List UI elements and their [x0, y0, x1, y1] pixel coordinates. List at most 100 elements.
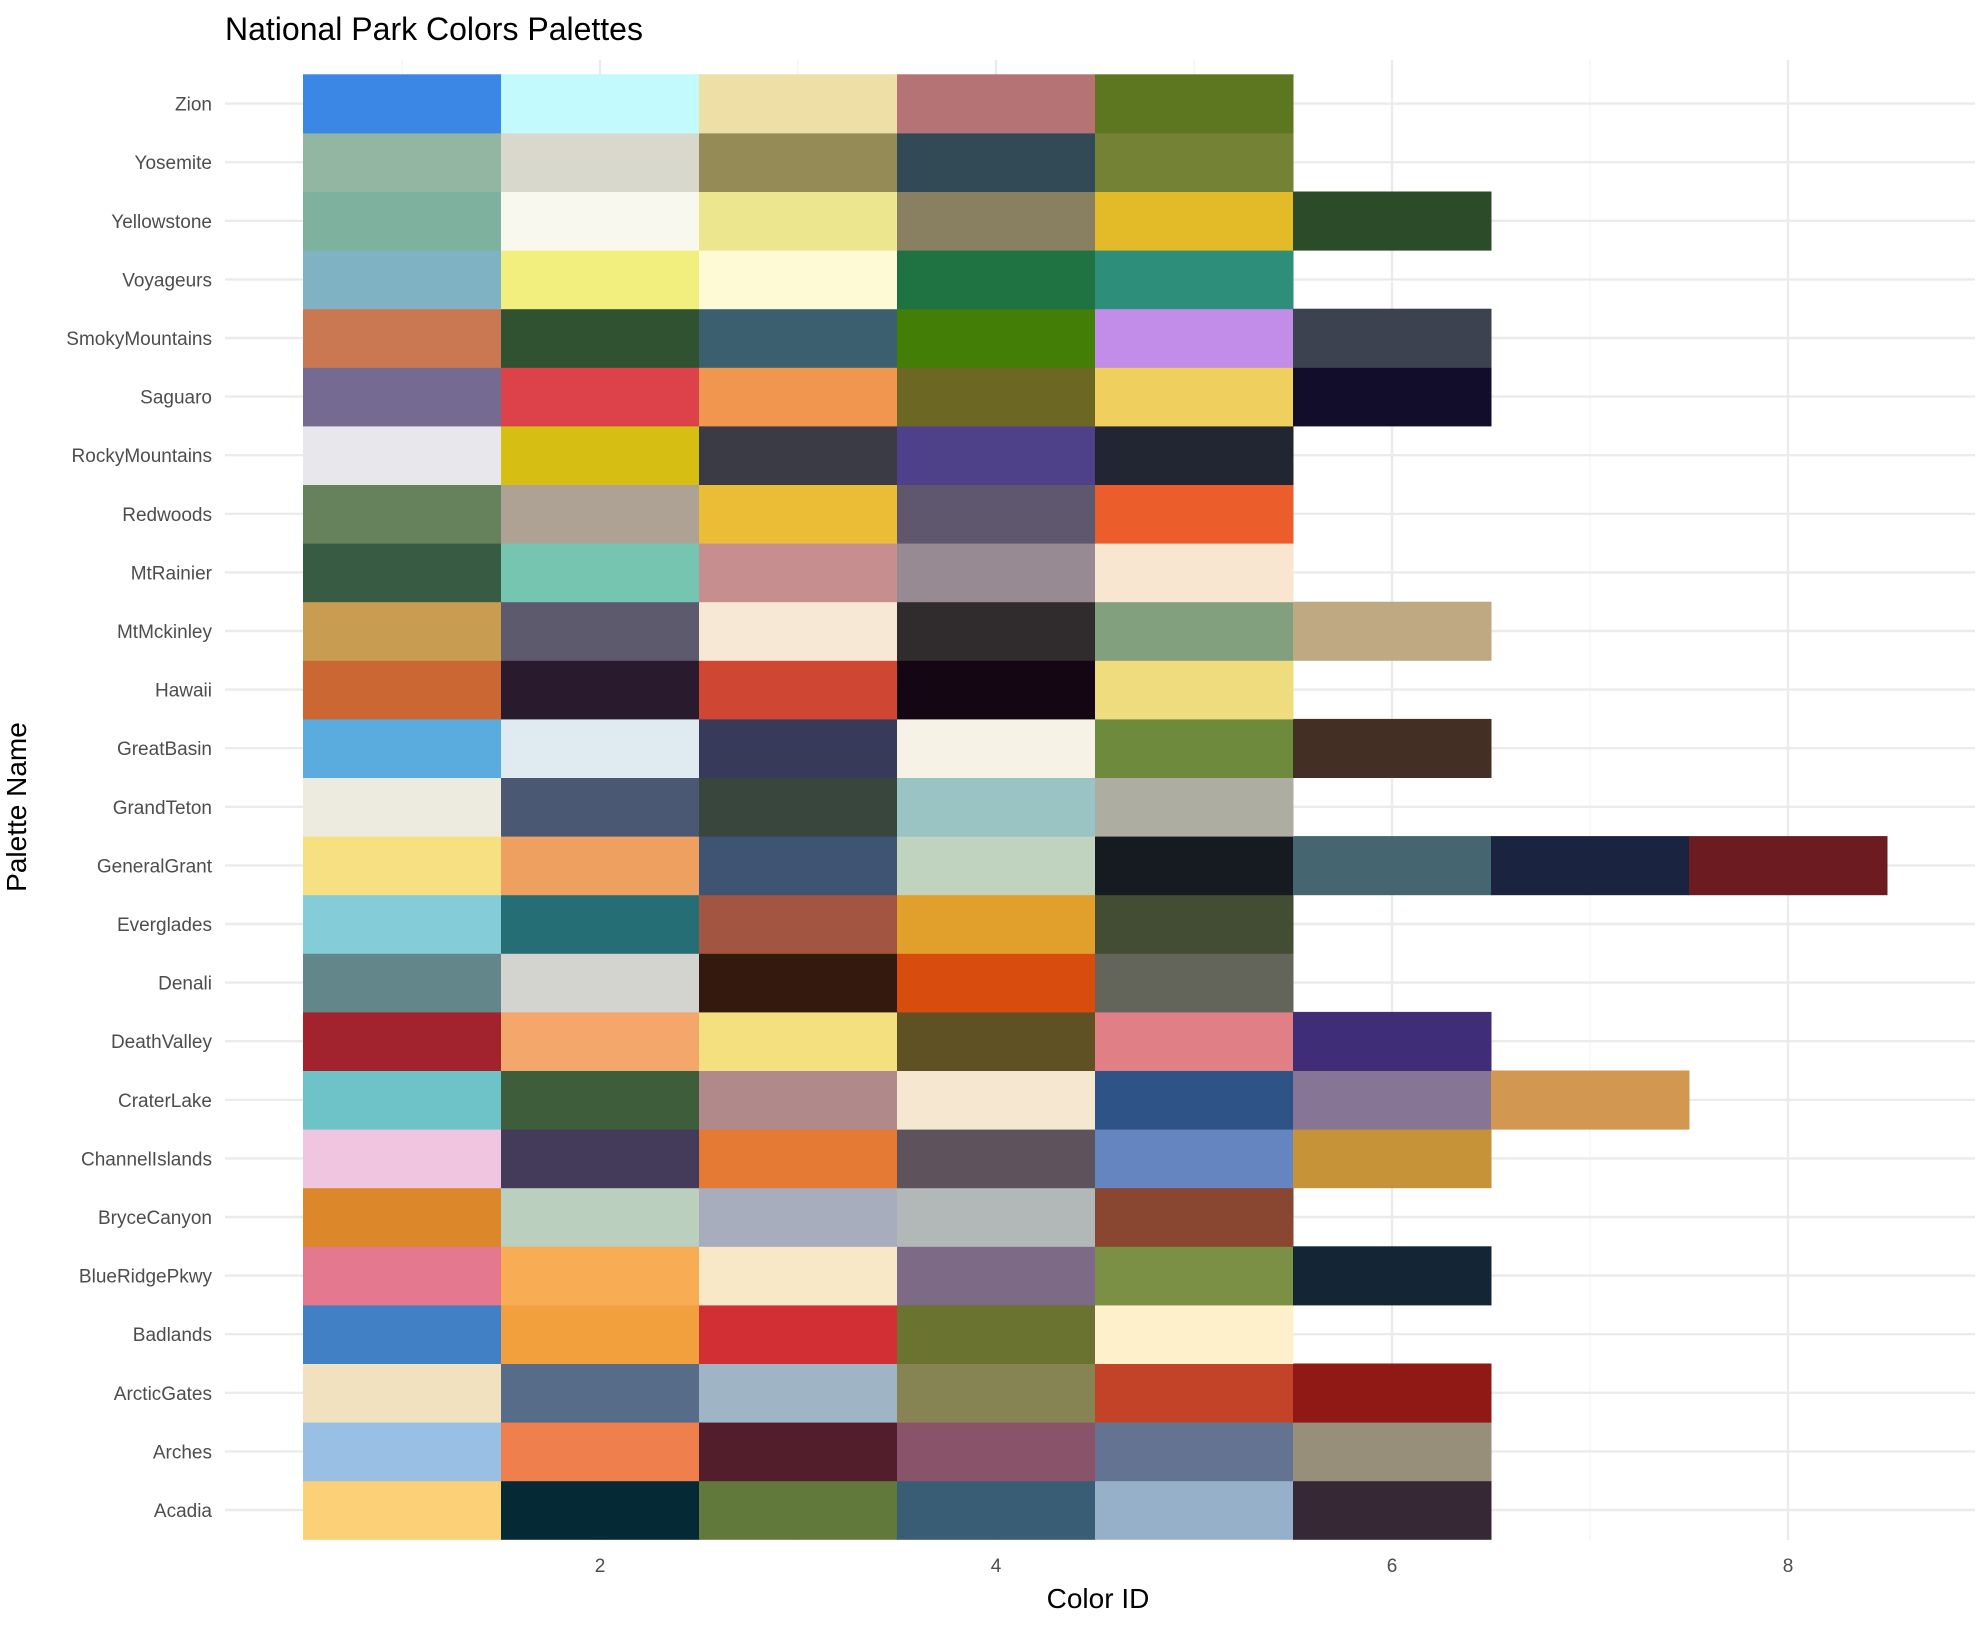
color-tile	[897, 1011, 1096, 1071]
y-tick-label: Voyageurs	[122, 270, 212, 291]
color-tile	[699, 191, 898, 251]
color-tile	[897, 74, 1096, 134]
color-tile	[501, 894, 700, 954]
color-tile	[1095, 894, 1294, 954]
color-tile	[303, 1422, 502, 1482]
color-tile	[501, 777, 700, 837]
color-tile	[1095, 660, 1294, 720]
color-tile	[1095, 543, 1294, 603]
color-tile	[501, 836, 700, 896]
color-tile	[1095, 1011, 1294, 1071]
color-tile	[501, 74, 700, 134]
color-tile	[897, 250, 1096, 310]
y-tick-label: MtRainier	[131, 563, 213, 584]
color-tiles	[303, 74, 1888, 1540]
color-tile	[1293, 1422, 1492, 1482]
color-tile	[501, 543, 700, 603]
y-tick-label: MtMckinley	[117, 622, 213, 643]
y-tick-label: RockyMountains	[72, 446, 212, 467]
color-tile	[1095, 250, 1294, 310]
color-tile	[303, 250, 502, 310]
color-tile	[1293, 191, 1492, 251]
color-tile	[699, 1480, 898, 1540]
x-tick-labels: 2 4 6 8	[595, 1556, 1794, 1577]
color-tile	[303, 1011, 502, 1071]
color-tile	[1095, 1070, 1294, 1130]
y-tick-label: BryceCanyon	[98, 1208, 212, 1229]
color-tile	[699, 484, 898, 544]
y-tick-label: Denali	[158, 974, 212, 995]
color-tile	[303, 367, 502, 427]
y-tick-label: Yosemite	[135, 153, 212, 174]
color-tile	[303, 308, 502, 368]
color-tile	[501, 1422, 700, 1482]
color-tile	[897, 836, 1096, 896]
y-tick-label: GrandTeton	[113, 798, 212, 819]
color-tile	[897, 484, 1096, 544]
y-tick-label: SmokyMountains	[66, 329, 212, 350]
color-tile	[303, 1129, 502, 1189]
color-tile	[501, 308, 700, 368]
color-tile	[699, 718, 898, 778]
color-tile	[1095, 74, 1294, 134]
color-tile	[1095, 308, 1294, 368]
color-tile	[699, 894, 898, 954]
color-tile	[1095, 1246, 1294, 1306]
color-tile	[897, 1304, 1096, 1364]
color-tile	[699, 1422, 898, 1482]
color-tile	[1491, 836, 1690, 896]
y-tick-label: Yellowstone	[111, 212, 212, 233]
color-tile	[1293, 1129, 1492, 1189]
color-tile	[1095, 1422, 1294, 1482]
y-tick-label: DeathValley	[111, 1032, 213, 1053]
y-tick-label: Arches	[153, 1442, 212, 1463]
y-tick-label: CraterLake	[118, 1091, 212, 1112]
color-tile	[501, 425, 700, 485]
color-tile	[1293, 1070, 1492, 1130]
color-tile	[699, 1070, 898, 1130]
color-tile	[1095, 1480, 1294, 1540]
color-tile	[699, 367, 898, 427]
color-tile	[501, 1187, 700, 1247]
color-tile	[897, 308, 1096, 368]
color-tile	[1095, 953, 1294, 1013]
color-tile	[897, 894, 1096, 954]
color-tile	[303, 718, 502, 778]
color-tile	[1293, 1480, 1492, 1540]
color-tile	[303, 191, 502, 251]
y-tick-label: BlueRidgePkwy	[79, 1267, 213, 1288]
color-tile	[897, 367, 1096, 427]
color-tile	[897, 132, 1096, 192]
color-tile	[501, 718, 700, 778]
color-tile	[501, 250, 700, 310]
color-tile	[897, 1070, 1096, 1130]
color-tile	[699, 1129, 898, 1189]
color-tile	[699, 836, 898, 896]
chart-title: National Park Colors Palettes	[225, 11, 643, 47]
color-tile	[699, 1363, 898, 1423]
color-tile	[303, 425, 502, 485]
color-tile	[303, 543, 502, 603]
color-tile	[1293, 718, 1492, 778]
color-tile	[501, 953, 700, 1013]
color-tile	[699, 660, 898, 720]
color-tile	[303, 74, 502, 134]
color-tile	[699, 74, 898, 134]
y-tick-label: GreatBasin	[117, 739, 212, 760]
color-tile	[1491, 1070, 1690, 1130]
color-tile	[699, 1187, 898, 1247]
x-tick-label: 6	[1387, 1556, 1398, 1577]
color-tile	[897, 718, 1096, 778]
color-tile	[1293, 601, 1492, 661]
color-tile	[303, 953, 502, 1013]
color-tile	[501, 367, 700, 427]
color-tile	[1095, 1187, 1294, 1247]
color-tile	[1095, 367, 1294, 427]
color-tile	[1095, 484, 1294, 544]
color-tile	[1095, 777, 1294, 837]
color-tile	[1293, 308, 1492, 368]
color-tile	[897, 425, 1096, 485]
color-tile	[303, 894, 502, 954]
color-tile	[699, 777, 898, 837]
color-tile	[897, 1187, 1096, 1247]
